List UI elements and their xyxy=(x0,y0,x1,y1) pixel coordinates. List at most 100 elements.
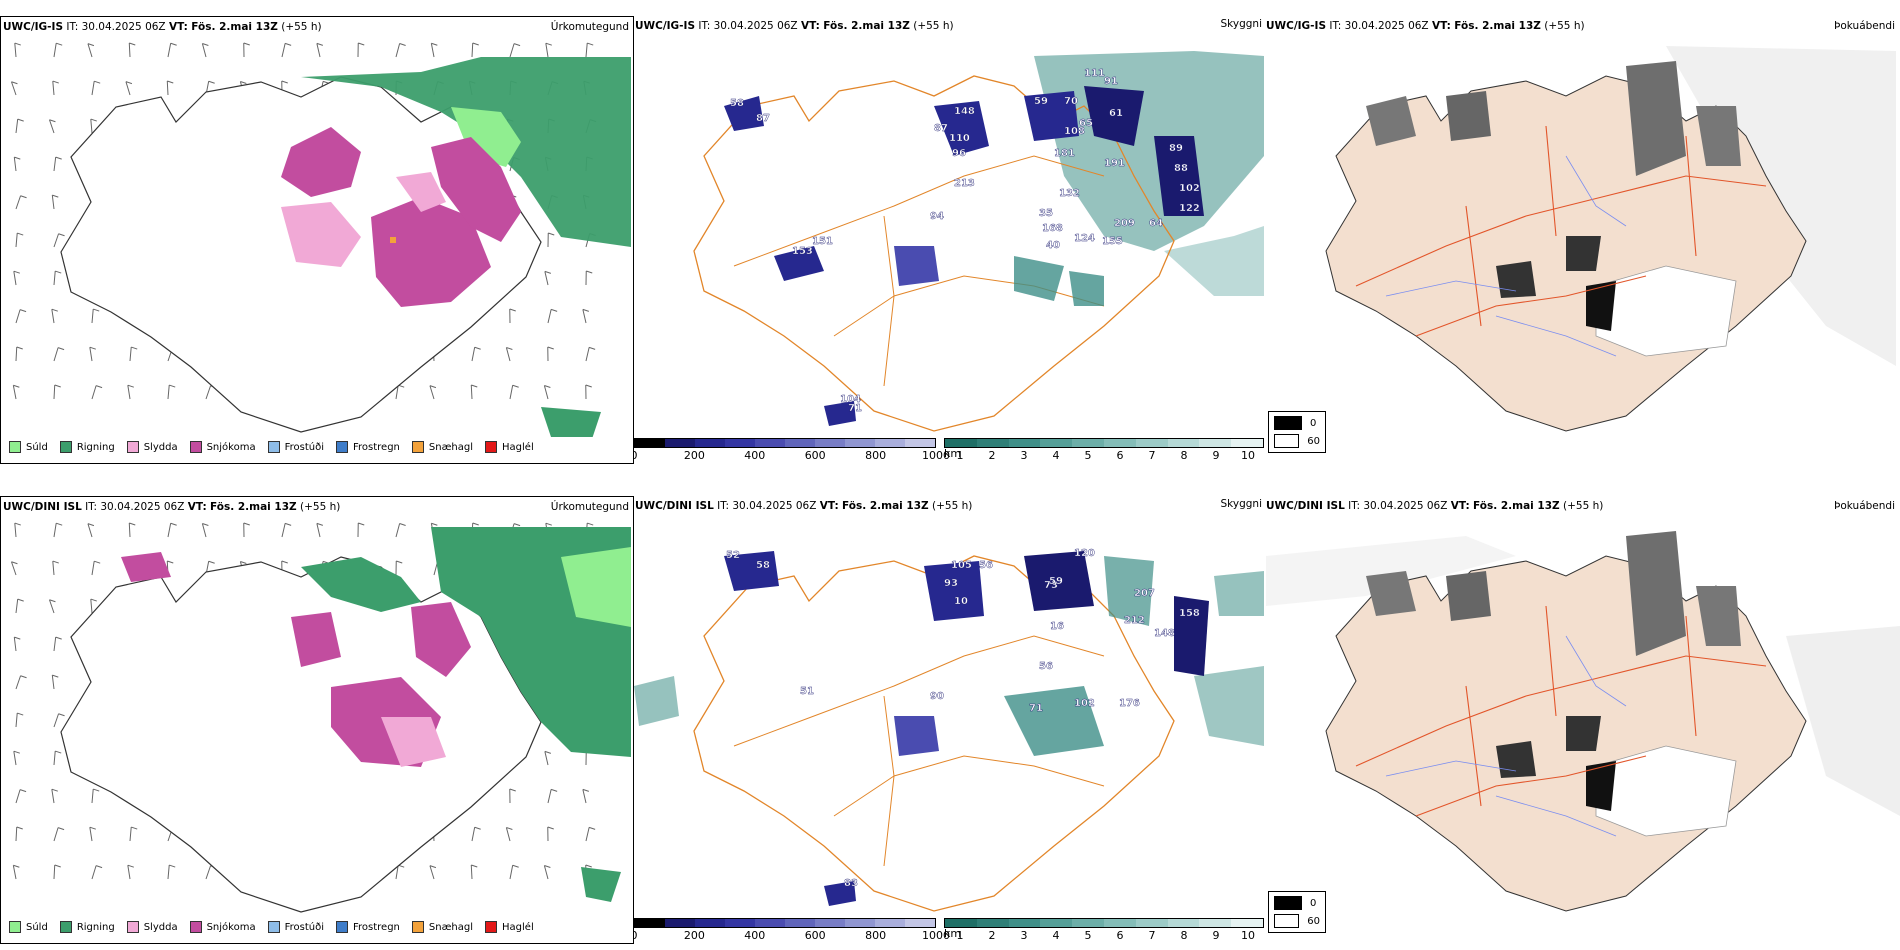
wind-barb xyxy=(87,43,95,58)
cloud-base-label: 111 xyxy=(1084,68,1105,79)
cloud-map[interactable]: 52 58 105 56 93 10 73 120 59 207 212 16 56 90 51 71 102 1… xyxy=(634,516,1264,916)
panel-header: UWC/IG-IS IT: 30.04.2025 06Z VT: Fös. 2.… xyxy=(635,20,954,32)
legend-swatch-60 xyxy=(1274,914,1300,928)
cloud-base-label: 35 xyxy=(1039,208,1053,219)
wind-barb xyxy=(471,346,481,362)
cloud-base-label: 71 xyxy=(848,403,862,414)
precip-type-map[interactable] xyxy=(1,517,631,917)
cloud-base-label: 158 xyxy=(1179,608,1200,619)
wind-barb xyxy=(128,522,136,538)
fog-legend: 0 60 xyxy=(1268,891,1326,933)
wind-barb xyxy=(509,864,519,880)
colorbar-tick: 0 xyxy=(634,449,638,462)
wind-barb xyxy=(53,42,63,58)
legend-swatch xyxy=(189,441,202,453)
wind-barb xyxy=(125,81,133,96)
visibility-colorbar: 1 2 3 4 5 6 7 8 9 10 km xyxy=(944,438,1264,462)
cloud-base-label: 87 xyxy=(934,123,948,134)
cloud-base-label: 209 xyxy=(1114,218,1135,229)
cloud-base-label: 207 xyxy=(1134,588,1155,599)
wind-barb xyxy=(167,42,177,58)
visibility-colorbar: 1 2 3 4 5 6 7 8 9 10 km xyxy=(944,918,1264,942)
precip-type-map[interactable] xyxy=(1,37,631,437)
cloud-base-label: 212 xyxy=(1124,615,1145,626)
fog-map[interactable] xyxy=(1266,516,1900,916)
cloud-base-label: 71 xyxy=(1029,703,1043,714)
wind-barb xyxy=(167,864,176,880)
cloud-base-label: 102 xyxy=(1179,183,1200,194)
wind-barb xyxy=(395,43,406,58)
wind-barb xyxy=(128,42,136,58)
colorbar-segment xyxy=(815,919,845,927)
cloud-base-label: 65 xyxy=(1079,118,1093,129)
legend-item-snaehagl: Snæhagl xyxy=(411,921,473,933)
wind-barb xyxy=(582,788,590,804)
cloud-base-label: 52 xyxy=(726,550,740,561)
legend-item-snjokoma: Snjókoma xyxy=(189,441,256,453)
colorbar-segment xyxy=(725,439,755,447)
colorbar-tick: 5 xyxy=(1084,929,1092,942)
wind-barb xyxy=(547,788,558,804)
cloud-base-label: 213 xyxy=(954,178,975,189)
wind-barb xyxy=(51,674,59,690)
wind-barb xyxy=(15,195,27,210)
colorbar-segment xyxy=(1231,919,1263,927)
wind-barb xyxy=(15,118,24,134)
legend-swatch-0 xyxy=(1274,416,1302,430)
colorbar-tick: 4 xyxy=(1052,929,1060,942)
cloud-base-label: 56 xyxy=(1039,661,1053,672)
colorbar-tick: 200 xyxy=(683,929,705,942)
wind-barb xyxy=(166,80,174,96)
legend-item-hagel: Haglél xyxy=(485,441,534,453)
wind-barb xyxy=(53,233,65,248)
cloud-base-label: 124 xyxy=(1074,233,1095,244)
lead-time: (+55 h) xyxy=(913,20,954,32)
lead-time: (+55 h) xyxy=(1544,20,1585,32)
cloud-base-colorbar: 02004006008001000 m xyxy=(634,918,950,942)
colorbar-segment xyxy=(1199,919,1232,927)
panel-title: Skyggni xyxy=(1220,18,1263,30)
fog-map[interactable] xyxy=(1266,36,1900,436)
wind-barb xyxy=(281,522,292,538)
cloud-panel-2: UWC/DINI ISL IT: 30.04.2025 06Z VT: Fös.… xyxy=(634,496,1264,946)
lead-time: (+55 h) xyxy=(281,21,322,33)
legend-swatch xyxy=(267,441,280,453)
colorbar-tick: 3 xyxy=(1020,929,1028,942)
wind-barb xyxy=(15,346,23,362)
cloud-base-label: 168 xyxy=(1042,223,1063,234)
colorbar-segment xyxy=(1167,439,1200,447)
wind-barb xyxy=(585,384,592,400)
wind-barb xyxy=(15,309,27,324)
wind-barb xyxy=(127,864,134,880)
model-name: UWC/DINI ISL xyxy=(635,500,714,512)
wind-barb xyxy=(471,826,481,842)
panel-title: Þokuábendi xyxy=(1834,500,1895,512)
colorbar-segment xyxy=(905,439,935,447)
wind-barb xyxy=(547,232,555,248)
panel-title: Úrkomutegund xyxy=(550,21,629,33)
colorbar-segment xyxy=(1040,439,1073,447)
wind-barb xyxy=(430,42,438,58)
cloud-base-label: 110 xyxy=(949,133,970,144)
colorbar-segment xyxy=(905,919,935,927)
cloud-base-label: 181 xyxy=(1054,148,1075,159)
panel-header: UWC/IG-IS IT: 30.04.2025 06Z VT: Fös. 2.… xyxy=(3,21,322,33)
panel-title: Skyggni xyxy=(1220,498,1263,510)
colorbar-tick: 600 xyxy=(804,929,826,942)
colorbar-segment xyxy=(976,439,1009,447)
colorbar-segment xyxy=(845,439,875,447)
model-name: UWC/IG-IS xyxy=(3,21,64,33)
colorbar-segment xyxy=(1008,439,1041,447)
colorbar-tick: 800 xyxy=(865,929,887,942)
wind-barb xyxy=(281,42,292,58)
panel-header: UWC/DINI ISL IT: 30.04.2025 06Z VT: Fös.… xyxy=(3,501,341,513)
wind-barb xyxy=(15,789,27,804)
wind-barb xyxy=(429,865,437,880)
wind-barb xyxy=(13,750,20,766)
wind-barb xyxy=(53,713,65,728)
panel-header: UWC/IG-IS IT: 30.04.2025 06Z VT: Fös. 2.… xyxy=(1266,20,1585,32)
wind-barb xyxy=(51,308,58,324)
lead-time: (+55 h) xyxy=(932,500,973,512)
